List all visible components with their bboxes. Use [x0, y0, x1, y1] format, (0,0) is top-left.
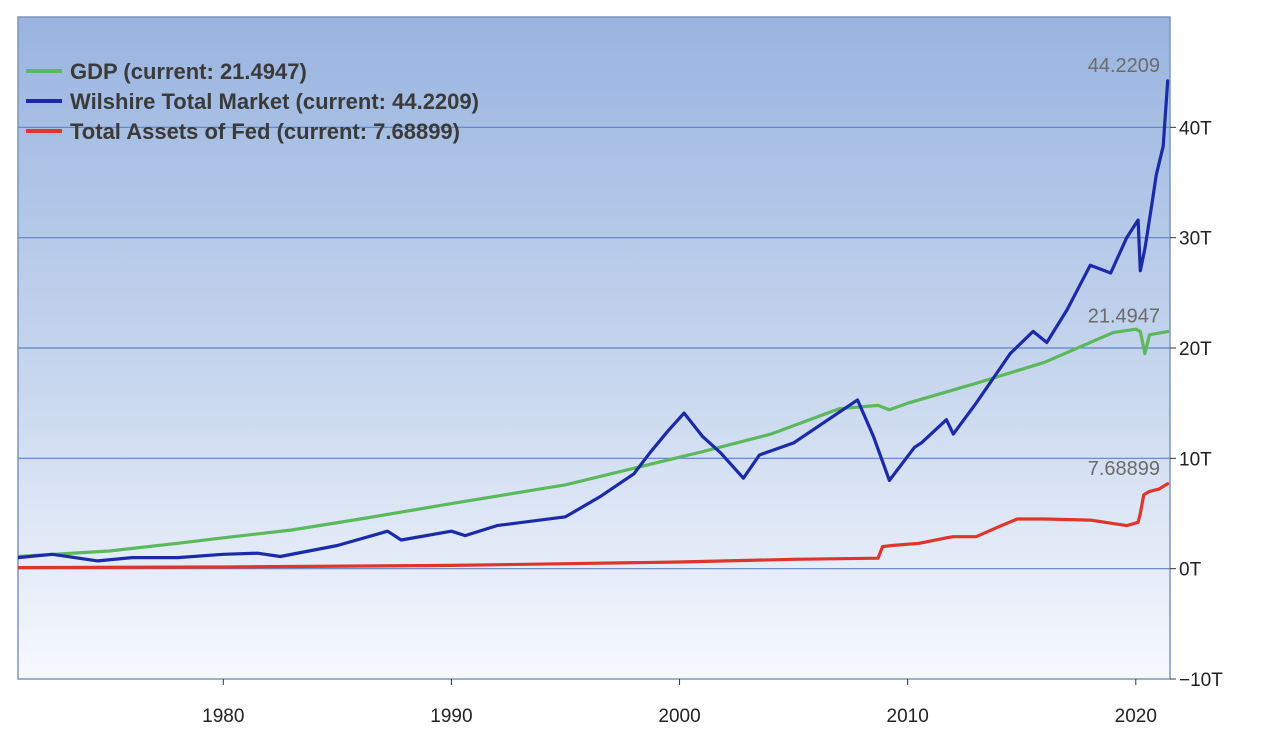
y-tick-label: 30T: [1179, 229, 1212, 250]
x-tick-label: 1980: [202, 706, 244, 727]
x-axis: 1980 1990 2000 2010 2020: [202, 679, 1157, 727]
x-tick-label: 2010: [887, 706, 929, 727]
wilshire-total-market-line: [18, 79, 1170, 563]
x-tick-label: 1990: [430, 706, 472, 727]
series-lines: [18, 79, 1170, 570]
legend: GDP (current: 21.4947) Wilshire Total Mar…: [26, 59, 479, 144]
wilshire-total-market-legend-label: Wilshire Total Market (current: 44.2209): [70, 89, 479, 114]
gdp-end-label: 21.4947: [1088, 306, 1160, 328]
y-tick-label: 40T: [1179, 118, 1212, 139]
end-value-labels: 21.4947 44.2209 7.68899: [1088, 55, 1160, 480]
gridlines: [18, 126, 1170, 570]
total-assets-of-fed-end-label: 7.68899: [1088, 458, 1160, 480]
x-tick-label: 2000: [658, 706, 700, 727]
y-tick-label: −10T: [1179, 670, 1223, 691]
y-tick-label: 10T: [1179, 449, 1212, 470]
gdp-line: [18, 327, 1170, 559]
x-tick-label: 2020: [1115, 706, 1157, 727]
gdp-legend-label: GDP (current: 21.4947): [70, 59, 307, 84]
y-tick-label: 0T: [1179, 560, 1202, 581]
wilshire-total-market-end-label: 44.2209: [1088, 55, 1160, 77]
total-assets-of-fed-legend-label: Total Assets of Fed (current: 7.68899): [70, 119, 460, 144]
y-axis: −10T 0T 10T 20T 30T 40T: [1170, 118, 1223, 691]
total-assets-of-fed-line: [18, 482, 1170, 570]
y-tick-label: 20T: [1179, 339, 1212, 360]
